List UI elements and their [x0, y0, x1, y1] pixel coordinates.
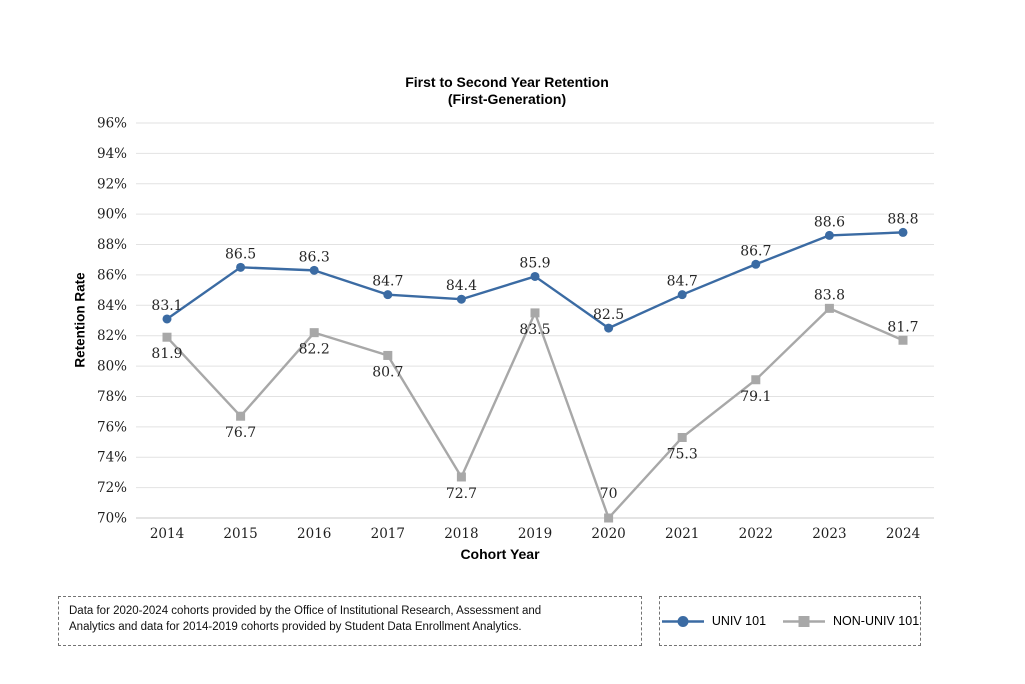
- chart-title-line2: (First-Generation): [447, 91, 567, 107]
- svg-text:2018: 2018: [444, 526, 478, 542]
- svg-text:82%: 82%: [97, 328, 127, 344]
- svg-text:84.7: 84.7: [667, 274, 698, 290]
- footnote-line1: Data for 2020-2024 cohorts provided by t…: [69, 605, 542, 617]
- svg-text:88.8: 88.8: [887, 211, 918, 227]
- legend-item-non-univ-101: NON-UNIV 101: [782, 614, 919, 628]
- svg-text:86.5: 86.5: [225, 246, 256, 262]
- svg-text:74%: 74%: [97, 450, 127, 466]
- svg-text:2021: 2021: [665, 526, 699, 542]
- svg-text:79.1: 79.1: [740, 389, 771, 405]
- non-univ-101-line-marker-icon: [783, 615, 826, 627]
- data-source-footnote: Data for 2020-2024 cohorts provided by t…: [58, 596, 642, 646]
- svg-text:2015: 2015: [223, 526, 257, 542]
- svg-text:75.3: 75.3: [667, 446, 698, 462]
- svg-text:86%: 86%: [97, 267, 127, 283]
- chart-title-line1: First to Second Year Retention: [405, 74, 609, 90]
- svg-text:2023: 2023: [812, 526, 846, 542]
- svg-text:72.7: 72.7: [446, 486, 477, 502]
- legend-label-univ-101: UNIV 101: [711, 614, 767, 628]
- svg-text:84%: 84%: [97, 298, 127, 314]
- svg-text:92%: 92%: [97, 176, 127, 192]
- svg-text:78%: 78%: [97, 389, 127, 405]
- svg-text:84.4: 84.4: [446, 278, 477, 294]
- svg-text:83.5: 83.5: [519, 322, 550, 338]
- svg-text:81.9: 81.9: [151, 346, 182, 362]
- svg-text:82.2: 82.2: [299, 342, 330, 358]
- svg-text:70: 70: [600, 486, 618, 502]
- svg-text:94%: 94%: [97, 146, 127, 162]
- legend-label-non-univ-101: NON-UNIV 101: [833, 614, 920, 628]
- svg-text:88%: 88%: [97, 237, 127, 253]
- x-axis-title: Cohort Year: [460, 546, 540, 562]
- svg-text:2016: 2016: [297, 526, 331, 542]
- footnote-line2: Analytics and data for 2014-2019 cohorts…: [69, 621, 522, 633]
- svg-text:2017: 2017: [371, 526, 405, 542]
- svg-text:86.7: 86.7: [740, 243, 771, 259]
- svg-text:90%: 90%: [97, 207, 127, 223]
- svg-text:88.6: 88.6: [814, 214, 845, 230]
- univ-101-line-marker-icon: [661, 615, 704, 627]
- svg-text:76%: 76%: [97, 419, 127, 435]
- svg-text:82.5: 82.5: [593, 307, 624, 323]
- svg-text:83.8: 83.8: [814, 287, 845, 303]
- svg-text:70%: 70%: [97, 511, 127, 527]
- svg-text:96%: 96%: [97, 116, 127, 132]
- svg-text:81.7: 81.7: [887, 319, 918, 335]
- svg-text:86.3: 86.3: [299, 249, 330, 265]
- svg-text:2020: 2020: [591, 526, 625, 542]
- svg-text:80.7: 80.7: [372, 364, 403, 380]
- svg-text:84.7: 84.7: [372, 274, 403, 290]
- legend-item-univ-101: UNIV 101: [661, 614, 766, 628]
- svg-text:2024: 2024: [886, 526, 920, 542]
- chart-legend: UNIV 101 NON-UNIV 101: [659, 596, 921, 646]
- svg-text:2014: 2014: [150, 526, 184, 542]
- svg-text:83.1: 83.1: [151, 298, 182, 314]
- svg-text:85.9: 85.9: [519, 255, 550, 271]
- svg-text:80%: 80%: [97, 359, 127, 375]
- svg-text:2022: 2022: [739, 526, 773, 542]
- chart-title: First to Second Year Retention (First-Ge…: [405, 74, 609, 108]
- svg-text:2019: 2019: [518, 526, 552, 542]
- svg-text:72%: 72%: [97, 480, 127, 496]
- svg-text:76.7: 76.7: [225, 425, 256, 441]
